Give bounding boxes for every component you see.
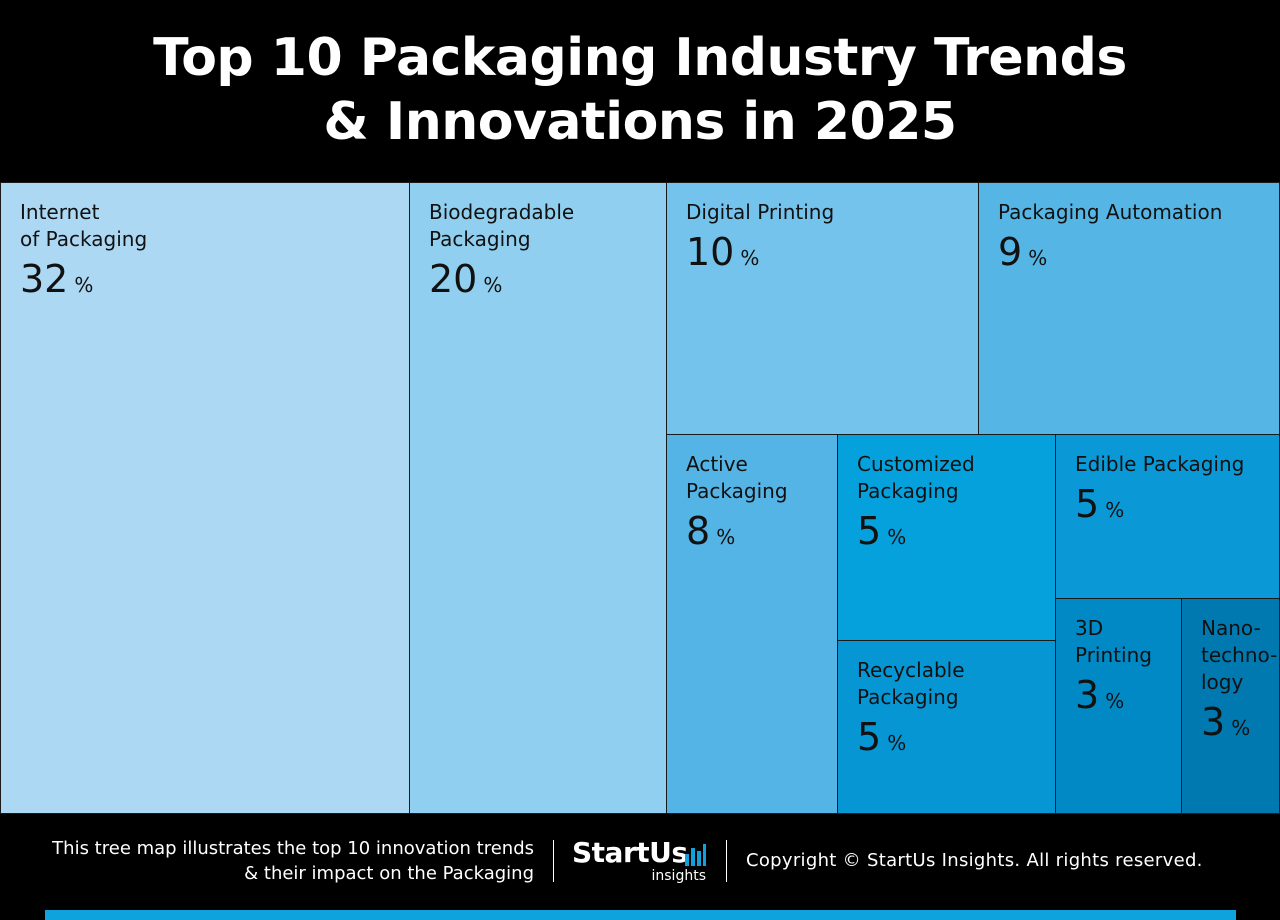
treemap-tile-label: Packaging Automation 9% xyxy=(998,199,1222,283)
footer-description-line2: & their impact on the Packaging xyxy=(244,863,534,884)
bottom-accent-bar xyxy=(45,910,1236,920)
treemap-tile-name: Edible Packaging xyxy=(1075,452,1245,476)
treemap-tile-3d-printing: 3D Printing 3% xyxy=(1055,598,1182,814)
treemap-tile-label: Biodegradable Packaging 20% xyxy=(429,199,574,310)
copyright-text: Copyright © StartUs Insights. All rights… xyxy=(746,850,1203,871)
treemap-tile-label: Active Packaging 8% xyxy=(686,451,788,562)
treemap-tile-label: Customized Packaging 5% xyxy=(857,451,975,562)
chart-title-line1: Top 10 Packaging Industry Trends xyxy=(153,28,1127,88)
treemap-value-unit: % xyxy=(887,731,907,755)
treemap-value-unit: % xyxy=(887,525,907,549)
treemap-tile-label: 3D Printing 3% xyxy=(1075,615,1152,726)
treemap-value-number: 20 xyxy=(429,257,478,301)
chart-title-line2: & Innovations in 2025 xyxy=(323,92,957,152)
treemap-tile-label: Edible Packaging 5% xyxy=(1075,451,1244,535)
treemap-tile-edible-packaging: Edible Packaging 5% xyxy=(1055,434,1280,599)
treemap-value-number: 10 xyxy=(686,230,735,274)
chart-title: Top 10 Packaging Industry Trends & Innov… xyxy=(0,26,1280,154)
treemap-tile-value: 10% xyxy=(686,227,834,283)
treemap-tile-name: Biodegradable Packaging xyxy=(429,200,575,251)
treemap-value-number: 3 xyxy=(1075,673,1100,717)
treemap-value-number: 32 xyxy=(20,257,69,301)
treemap-value-unit: % xyxy=(716,525,736,549)
treemap-value-unit: % xyxy=(740,246,760,270)
footer-divider-right xyxy=(726,840,727,882)
treemap-tile-value: 5% xyxy=(857,506,975,562)
treemap-value-number: 5 xyxy=(857,509,882,553)
treemap-tile-active-packaging: Active Packaging 8% xyxy=(666,434,838,814)
treemap-tile-name: Recyclable Packaging xyxy=(857,658,965,709)
treemap-tile-value: 20% xyxy=(429,254,574,310)
treemap-value-unit: % xyxy=(1231,716,1251,740)
treemap-tile-name: Packaging Automation xyxy=(998,200,1223,224)
treemap-value-unit: % xyxy=(483,273,503,297)
treemap-tile-label: Nano- techno- logy 3% xyxy=(1201,615,1277,753)
treemap-tile-value: 5% xyxy=(1075,479,1244,535)
treemap-tile-internet-of-packaging: Internet of Packaging 32% xyxy=(0,182,410,814)
treemap: Internet of Packaging 32% Biodegradable Pa… xyxy=(0,182,1280,814)
treemap-tile-recyclable-packaging: Recyclable Packaging 5% xyxy=(837,640,1056,814)
treemap-tile-value: 3% xyxy=(1201,697,1277,753)
treemap-tile-biodegradable-packaging: Biodegradable Packaging 20% xyxy=(409,182,667,814)
treemap-tile-name: 3D Printing xyxy=(1075,616,1152,667)
treemap-value-number: 5 xyxy=(857,715,882,759)
treemap-tile-packaging-automation: Packaging Automation 9% xyxy=(978,182,1280,435)
treemap-tile-customized-packaging: Customized Packaging 5% xyxy=(837,434,1056,641)
footer-description: This tree map illustrates the top 10 inn… xyxy=(52,836,534,886)
treemap-value-number: 8 xyxy=(686,509,711,553)
treemap-tile-label: Internet of Packaging 32% xyxy=(20,199,147,310)
treemap-tile-value: 8% xyxy=(686,506,788,562)
startus-insights-logo: StartUs insights xyxy=(572,838,712,884)
treemap-value-unit: % xyxy=(1028,246,1048,270)
treemap-tile-name: Nano- techno- logy xyxy=(1201,616,1278,694)
treemap-tile-name: Digital Printing xyxy=(686,200,835,224)
treemap-tile-label: Digital Printing 10% xyxy=(686,199,834,283)
treemap-tile-value: 9% xyxy=(998,227,1222,283)
treemap-value-unit: % xyxy=(1105,689,1125,713)
treemap-value-number: 3 xyxy=(1201,700,1226,744)
treemap-tile-name: Internet of Packaging xyxy=(20,200,148,251)
logo-subtitle: insights xyxy=(651,868,707,884)
footer-description-line1: This tree map illustrates the top 10 inn… xyxy=(52,838,534,859)
treemap-tile-value: 3% xyxy=(1075,670,1152,726)
bar-chart-icon xyxy=(685,844,706,866)
treemap-value-number: 9 xyxy=(998,230,1023,274)
treemap-tile-digital-printing: Digital Printing 10% xyxy=(666,182,979,435)
treemap-tile-name: Customized Packaging xyxy=(857,452,975,503)
treemap-tile-value: 32% xyxy=(20,254,147,310)
treemap-value-number: 5 xyxy=(1075,482,1100,526)
treemap-tile-value: 5% xyxy=(857,712,965,768)
footer: This tree map illustrates the top 10 inn… xyxy=(0,814,1280,910)
treemap-value-unit: % xyxy=(1105,498,1125,522)
footer-divider-left xyxy=(553,840,554,882)
logo-wordmark: StartUs xyxy=(572,836,688,869)
treemap-tile-name: Active Packaging xyxy=(686,452,788,503)
treemap-tile-label: Recyclable Packaging 5% xyxy=(857,657,965,768)
treemap-value-unit: % xyxy=(74,273,94,297)
treemap-tile-nano-techno-logy: Nano- techno- logy 3% xyxy=(1181,598,1280,814)
